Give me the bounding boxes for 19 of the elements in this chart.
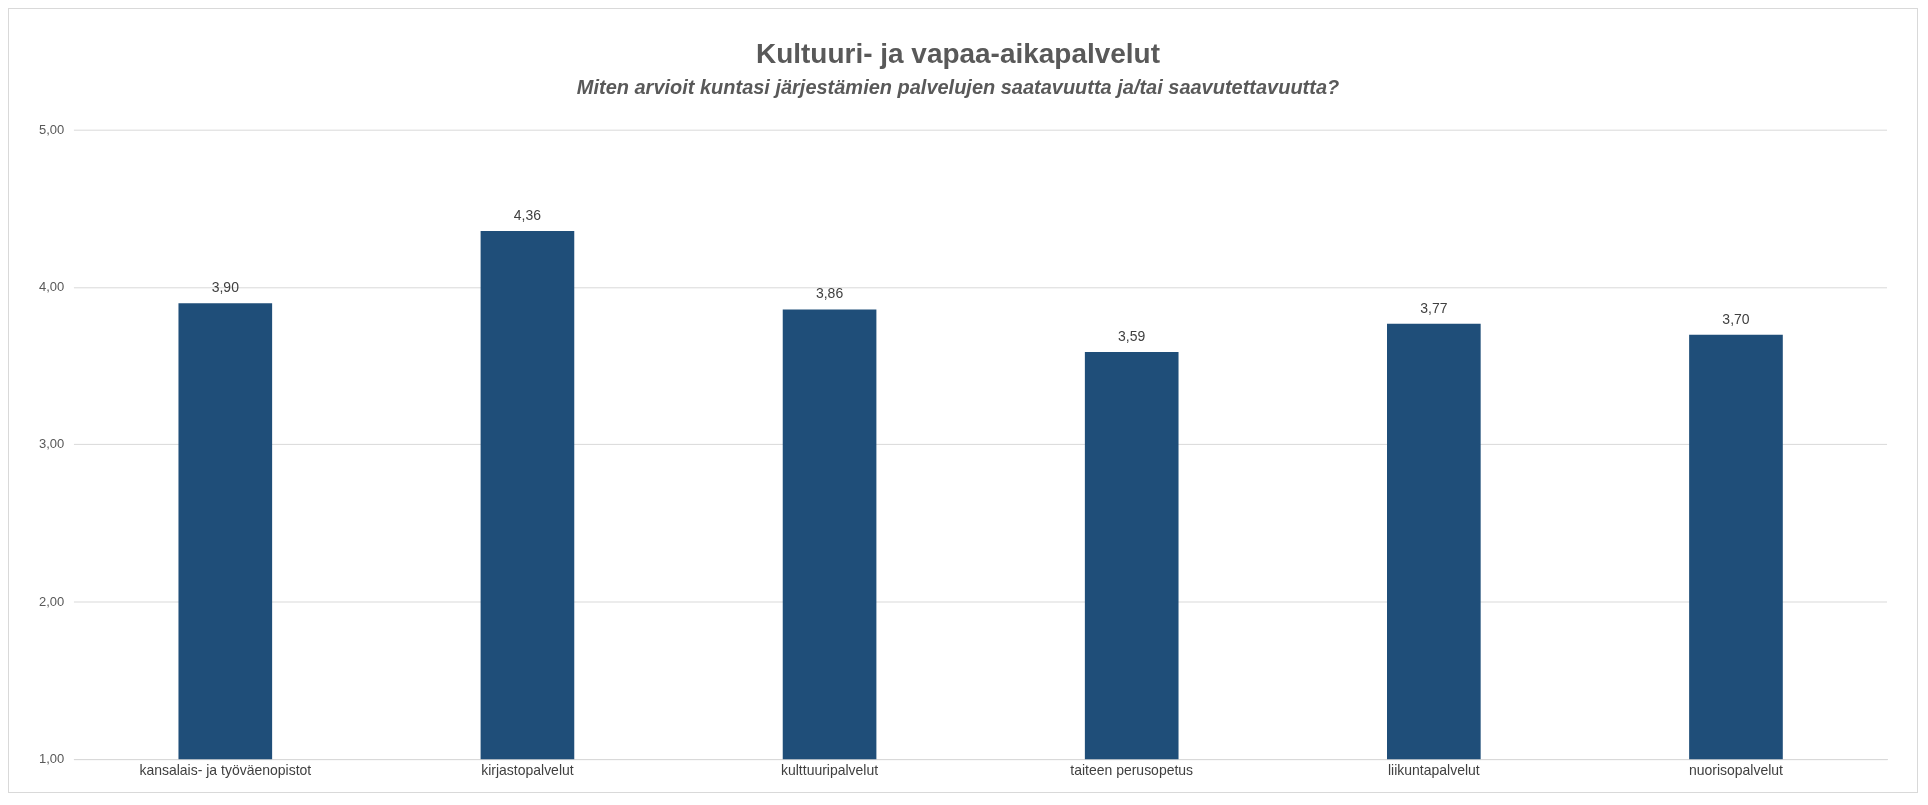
y-tick-label: 2,00 <box>38 593 65 609</box>
data-label: 3,59 <box>1118 327 1146 344</box>
y-tick-label: 4,00 <box>38 279 65 295</box>
chart-title: Kultuuri- ja vapaa-aikapalvelut <box>756 38 1160 70</box>
y-tick-label: 5,00 <box>38 121 65 137</box>
x-tick-label: nuorisopalvelut <box>1688 761 1784 778</box>
x-tick-label: kansalais- ja työväenopistot <box>139 761 312 778</box>
x-tick-label: kulttuuripalvelut <box>781 761 879 778</box>
x-tick-label: taiteen perusopetus <box>1070 761 1194 778</box>
data-label: 4,36 <box>513 206 542 223</box>
data-label: 3,70 <box>1722 310 1750 327</box>
x-tick-label: liikuntapalvelut <box>1387 761 1480 778</box>
data-label: 3,90 <box>211 279 240 296</box>
data-label: 3,86 <box>815 285 844 302</box>
y-tick-label: 3,00 <box>38 436 65 452</box>
chart-subtitle: Miten arvioit kuntasi järjestämien palvelujen saatavuutta ja/tai saavutettavuutta? <box>576 75 1340 98</box>
data-label: 3,77 <box>1420 299 1448 316</box>
x-tick-label: kirjastopalvelut <box>481 761 574 778</box>
y-tick-label: 1,00 <box>38 750 65 766</box>
